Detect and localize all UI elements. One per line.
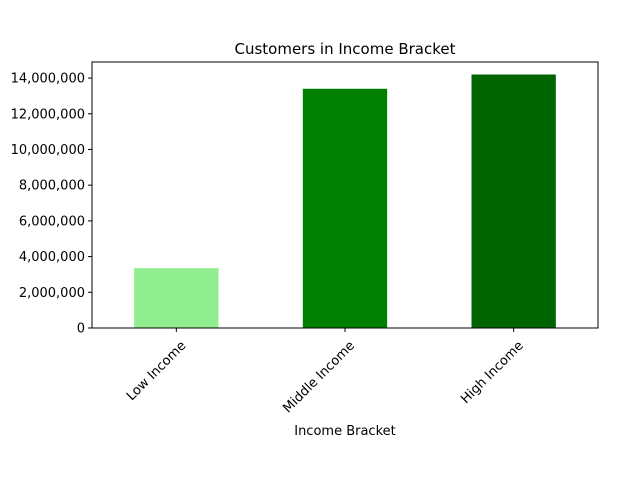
bar-low-income xyxy=(134,268,219,328)
x-tick-label-high-income: High Income xyxy=(458,338,526,406)
y-axis: 0 2,000,000 4,000,000 6,000,000 8,000,000 10,… xyxy=(11,72,92,337)
chart-title: Customers in Income Bracket xyxy=(234,40,455,58)
y-tick-label: 14,000,000 xyxy=(11,72,85,87)
y-tick-label: 4,000,000 xyxy=(19,250,85,265)
y-tick-label: 0 xyxy=(77,322,85,337)
x-axis: Low Income Middle Income High Income xyxy=(124,328,527,416)
x-tick-label-low-income: Low Income xyxy=(124,338,189,403)
y-tick-label: 2,000,000 xyxy=(19,286,85,301)
y-tick-label: 12,000,000 xyxy=(11,107,85,122)
y-tick-label: 6,000,000 xyxy=(19,214,85,229)
x-axis-label: Income Bracket xyxy=(294,424,396,439)
bar-high-income xyxy=(471,74,556,328)
x-tick-label-middle-income: Middle Income xyxy=(280,338,358,416)
y-tick-label: 8,000,000 xyxy=(19,179,85,194)
plot-frame xyxy=(91,61,599,329)
bar-middle-income xyxy=(302,88,388,328)
bars-group xyxy=(134,74,556,328)
y-tick-label: 10,000,000 xyxy=(11,143,85,158)
